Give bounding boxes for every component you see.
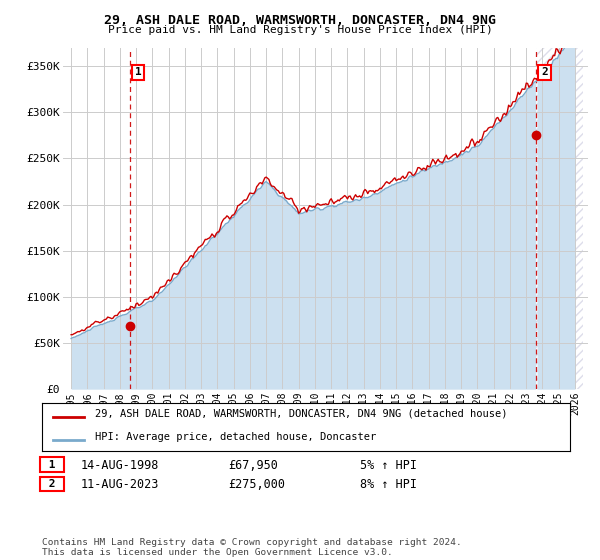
Text: £67,950: £67,950: [228, 459, 278, 472]
Text: £275,000: £275,000: [228, 478, 285, 491]
Text: 2: 2: [42, 479, 62, 489]
Text: 29, ASH DALE ROAD, WARMSWORTH, DONCASTER, DN4 9NG (detached house): 29, ASH DALE ROAD, WARMSWORTH, DONCASTER…: [95, 408, 508, 418]
Text: 29, ASH DALE ROAD, WARMSWORTH, DONCASTER, DN4 9NG: 29, ASH DALE ROAD, WARMSWORTH, DONCASTER…: [104, 14, 496, 27]
Text: 2: 2: [541, 67, 548, 77]
Text: Contains HM Land Registry data © Crown copyright and database right 2024.
This d: Contains HM Land Registry data © Crown c…: [42, 538, 462, 557]
Text: 14-AUG-1998: 14-AUG-1998: [81, 459, 160, 472]
Text: 11-AUG-2023: 11-AUG-2023: [81, 478, 160, 491]
Text: HPI: Average price, detached house, Doncaster: HPI: Average price, detached house, Donc…: [95, 432, 376, 442]
Text: 5% ↑ HPI: 5% ↑ HPI: [360, 459, 417, 472]
Text: 1: 1: [42, 460, 62, 470]
Text: 1: 1: [135, 67, 142, 77]
Text: Price paid vs. HM Land Registry's House Price Index (HPI): Price paid vs. HM Land Registry's House …: [107, 25, 493, 35]
Bar: [536, 48, 583, 389]
Text: 8% ↑ HPI: 8% ↑ HPI: [360, 478, 417, 491]
